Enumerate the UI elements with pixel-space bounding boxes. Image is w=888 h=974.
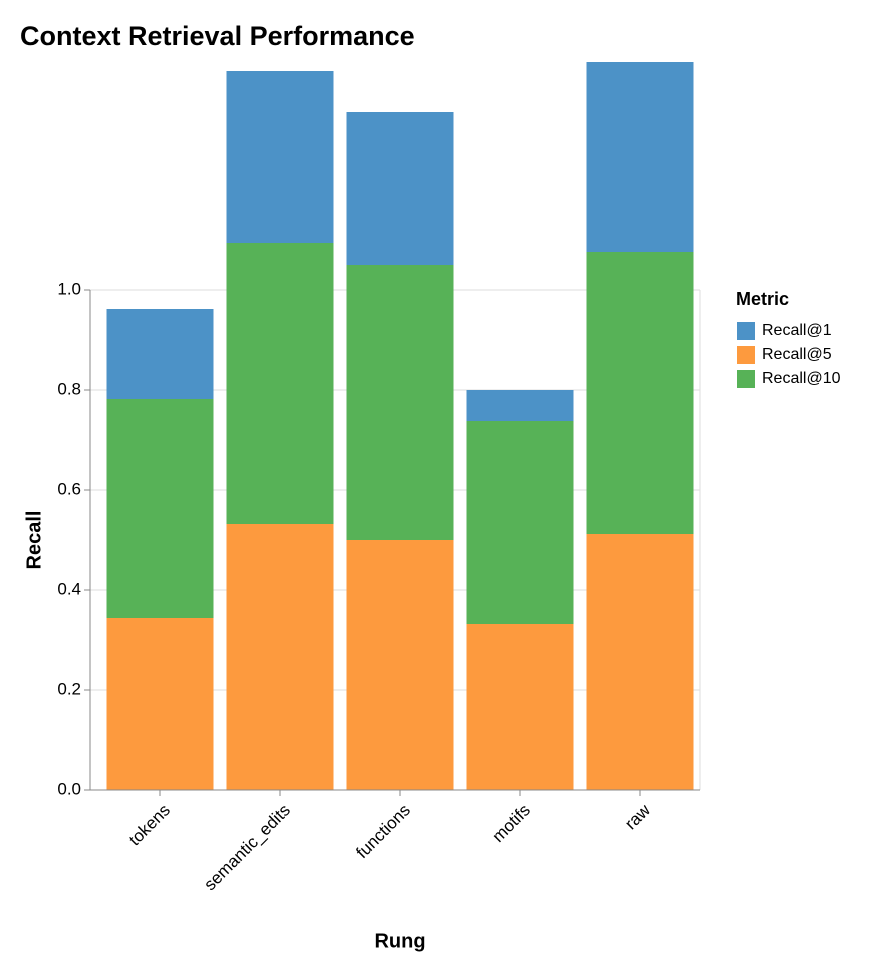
bar-segment xyxy=(226,243,334,524)
y-axis-title: Recall xyxy=(23,511,45,570)
x-tick-label: motifs xyxy=(489,801,534,846)
legend-title: Metric xyxy=(736,289,789,309)
bar-segment xyxy=(346,540,454,790)
legend-label: Recall@10 xyxy=(762,370,841,387)
y-tick-label: 0.8 xyxy=(57,379,81,398)
legend-label: Recall@5 xyxy=(762,346,832,363)
legend-swatch xyxy=(737,370,755,388)
bar-segment xyxy=(466,421,574,624)
legend-label: Recall@1 xyxy=(762,322,832,339)
bar-segment xyxy=(106,309,214,399)
chart-title: Context Retrieval Performance xyxy=(20,21,415,51)
bar-segment xyxy=(586,62,694,252)
y-tick-label: 0.6 xyxy=(57,479,81,498)
x-tick-label: semantic_edits xyxy=(200,801,294,895)
x-axis-title: Rung xyxy=(374,930,425,952)
y-tick-label: 0.4 xyxy=(57,579,81,598)
y-tick-label: 1.0 xyxy=(57,279,81,298)
bar-segment xyxy=(106,399,214,618)
x-tick-label: raw xyxy=(621,800,654,833)
bar-segment xyxy=(466,624,574,790)
legend-swatch xyxy=(737,322,755,340)
legend-swatch xyxy=(737,346,755,364)
bar-segment xyxy=(466,390,574,421)
bar-segment xyxy=(106,618,214,790)
bar-segment xyxy=(346,265,454,540)
bar-segment xyxy=(226,524,334,790)
x-tick-label: tokens xyxy=(125,801,174,850)
bar-segment xyxy=(226,71,334,243)
bar-segment xyxy=(586,534,694,790)
bar-segment xyxy=(586,252,694,534)
bar-segment xyxy=(346,112,454,265)
x-tick-label: functions xyxy=(352,801,414,863)
y-tick-label: 0.0 xyxy=(57,779,81,798)
y-tick-label: 0.2 xyxy=(57,679,81,698)
